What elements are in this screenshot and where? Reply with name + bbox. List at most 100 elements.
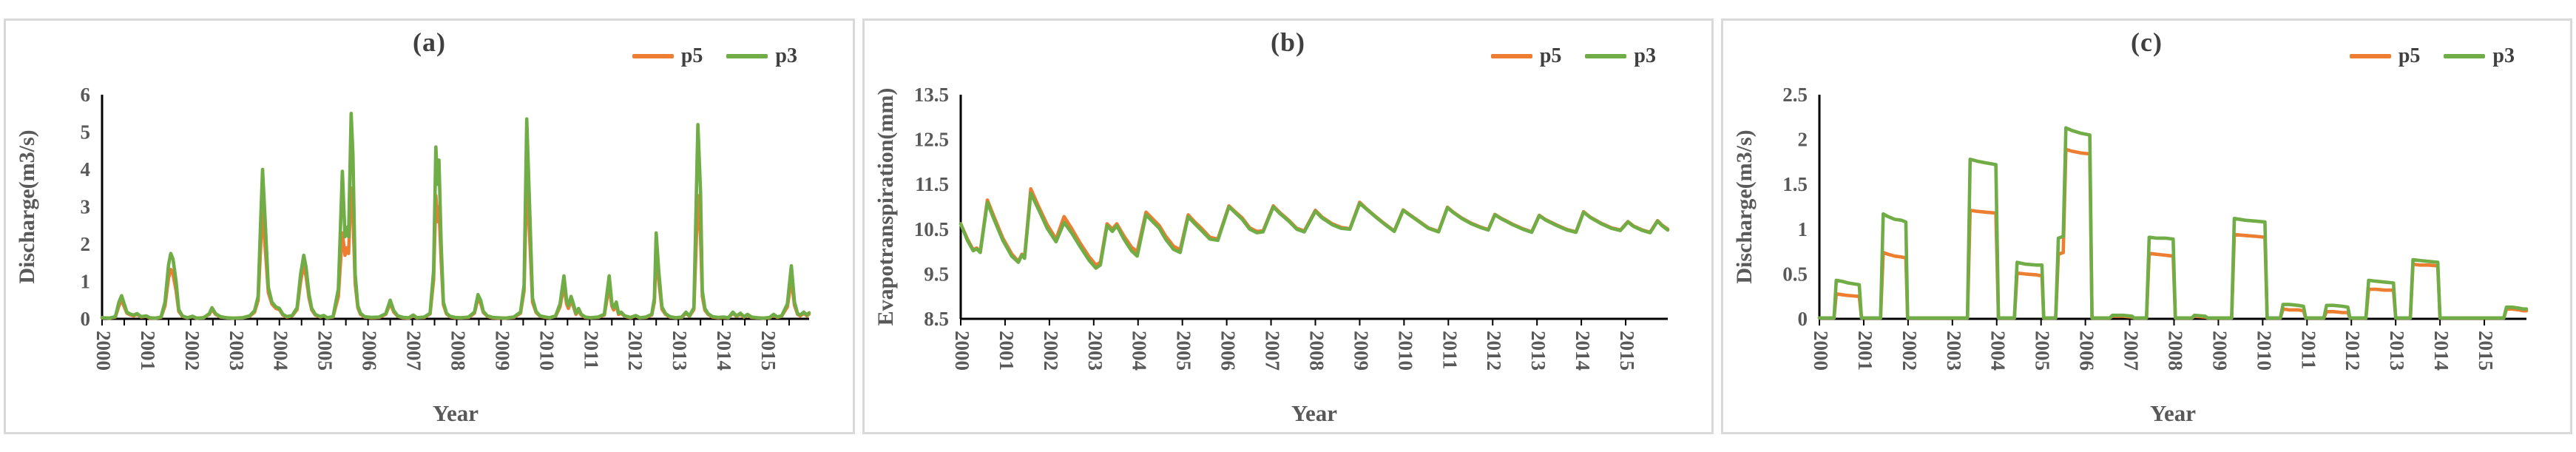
legend-line-p5 (1490, 54, 1532, 58)
line-chart-c: 0 0.5 1 1.5 2 2.5 2000 2001 2002 2003 2004 2005 2006… (1732, 84, 2529, 426)
y-tick-label: 0 (81, 308, 91, 330)
y-tick-label: 0.5 (1782, 263, 1808, 285)
legend-line-p5 (2349, 54, 2391, 58)
x-tick-label: 2007 (403, 331, 425, 371)
y-tick-label: 4 (81, 158, 91, 181)
series-p5-line (1817, 147, 2529, 320)
y-tick-label: 6 (81, 84, 91, 106)
x-axis-label: Year (2150, 400, 2196, 426)
x-tick-label: 2011 (2297, 331, 2319, 370)
x-tick-label: 2003 (226, 331, 248, 371)
legend-item-p5: p5 (2349, 44, 2421, 68)
chart-panel-c: (c) p5 p3 0 0.5 1 1.5 2 2.5 2000 2001 2002 2003 20… (1721, 18, 2572, 434)
x-tick-label: 2006 (1217, 331, 1240, 371)
x-tick-label: 2010 (535, 331, 558, 371)
x-tick-label: 2002 (1040, 331, 1062, 371)
y-tick-label: 2 (1798, 129, 1808, 151)
x-tick-label: 2014 (713, 331, 735, 371)
series-p3-line (1817, 126, 2529, 320)
x-tick-label: 2009 (491, 331, 513, 371)
line-chart-b: 8.5 9.5 10.5 11.5 12.5 13.5 2000 2001 2002 2003 20… (873, 84, 1670, 426)
legend-label-p5: p5 (2398, 44, 2421, 67)
chart-title: (a) (413, 27, 446, 57)
y-tick-label: 1.5 (1782, 173, 1808, 195)
y-tick-label: 3 (81, 196, 91, 218)
chart-panel-b: (b) p5 p3 8.5 9.5 10.5 11.5 12.5 13.5 2000 2001… (862, 18, 1714, 434)
legend-item-p5: p5 (1490, 44, 1562, 68)
x-axis-label: Year (1291, 400, 1337, 426)
y-tick-label: 2.5 (1782, 84, 1808, 106)
y-axis-label: Evapotranspiration(mm) (873, 88, 898, 326)
x-tick-label: 2006 (359, 331, 381, 371)
x-tick-label: 2011 (580, 331, 602, 370)
legend: p5 p3 (1490, 44, 1656, 68)
y-tick-label: 11.5 (915, 173, 949, 195)
x-tick-label: 2005 (1173, 331, 1195, 371)
x-tick-label: 2002 (181, 331, 203, 371)
x-tick-label: 2014 (2430, 331, 2452, 371)
legend: p5 p3 (632, 44, 797, 68)
y-tick-label: 5 (81, 121, 91, 144)
x-tick-label: 2013 (669, 331, 691, 371)
chart-title: (b) (1271, 27, 1305, 57)
x-tick-label: 2000 (92, 331, 115, 371)
x-tick-label: 2001 (995, 331, 1018, 371)
legend-line-p3 (726, 54, 768, 58)
x-tick-label: 2003 (1084, 331, 1106, 371)
legend-item-p3: p3 (1585, 44, 1656, 68)
legend-line-p3 (2444, 54, 2486, 58)
legend-label-p3: p3 (2492, 44, 2515, 67)
y-axis-label: Discharge(m3/s) (1732, 129, 1757, 283)
legend-item-p3: p3 (726, 44, 797, 68)
x-tick-label: 2007 (2120, 331, 2143, 371)
x-tick-label: 2007 (1262, 331, 1284, 371)
y-tick-label: 13.5 (914, 84, 949, 106)
y-tick-label: 10.5 (914, 218, 949, 240)
x-tick-label: 2015 (757, 331, 780, 371)
x-tick-label: 2013 (2386, 331, 2408, 371)
x-tick-label: 2000 (1810, 331, 1832, 371)
legend-label-p3: p3 (775, 44, 797, 67)
x-tick-label: 2010 (2253, 331, 2275, 371)
x-tick-label: 2012 (2342, 331, 2364, 371)
legend-label-p5: p5 (1539, 44, 1562, 67)
x-tick-label: 2000 (951, 331, 973, 371)
x-tick-label: 2015 (2475, 331, 2497, 371)
x-tick-label: 2008 (447, 331, 469, 371)
x-tick-label: 2004 (1129, 331, 1151, 371)
y-axis-label: Discharge(m3/s) (15, 129, 39, 283)
x-tick-label: 2011 (1439, 331, 1461, 370)
x-tick-label: 2009 (2208, 331, 2231, 371)
legend: p5 p3 (2349, 44, 2515, 68)
x-tick-label: 2005 (314, 331, 337, 371)
x-tick-label: 2014 (1572, 331, 1594, 371)
legend-line-p3 (1585, 54, 1627, 58)
x-tick-label: 2012 (1483, 331, 1505, 371)
x-tick-label: 2008 (1305, 331, 1328, 371)
x-tick-label: 2010 (1394, 331, 1416, 371)
legend-item-p3: p3 (2444, 44, 2515, 68)
y-tick-label: 9.5 (924, 263, 949, 285)
x-tick-label: 2008 (2164, 331, 2186, 371)
x-axis-label: Year (433, 400, 479, 426)
legend-line-p5 (632, 54, 674, 58)
series-p3-line (959, 192, 1670, 270)
x-tick-label: 2001 (137, 331, 159, 371)
legend-item-p5: p5 (632, 44, 703, 68)
x-tick-label: 2012 (624, 331, 646, 371)
y-tick-label: 2 (81, 233, 91, 255)
line-chart-a: 0 1 2 3 4 5 6 2000 2001 2002 2003 2004 2005 2006 2007 2… (15, 84, 811, 426)
x-tick-label: 2006 (2076, 331, 2098, 371)
x-tick-label: 2009 (1350, 331, 1372, 371)
x-tick-label: 2002 (1899, 331, 1921, 371)
y-tick-label: 8.5 (924, 308, 949, 330)
legend-label-p3: p3 (1634, 44, 1656, 67)
series-p3-line (100, 112, 811, 320)
x-tick-label: 2015 (1616, 331, 1638, 371)
y-tick-label: 12.5 (914, 129, 949, 151)
x-tick-label: 2003 (1943, 331, 1965, 371)
y-tick-label: 0 (1798, 308, 1808, 330)
x-tick-label: 2001 (1854, 331, 1876, 371)
legend-label-p5: p5 (680, 44, 703, 67)
chart-title: (c) (2131, 27, 2163, 57)
